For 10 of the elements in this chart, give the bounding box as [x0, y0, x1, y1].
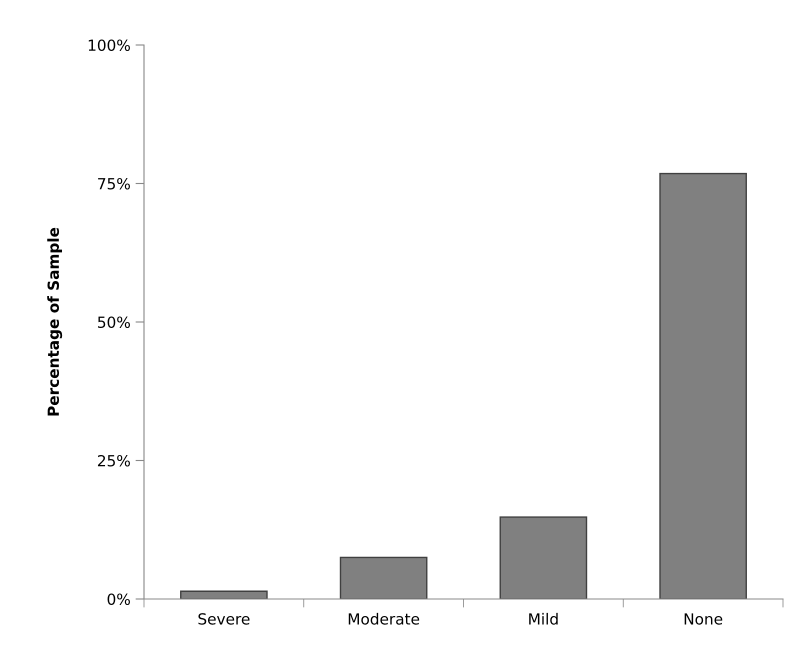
x-tick-label: Moderate: [348, 612, 420, 625]
y-axis-title: Percentage of Sample: [47, 228, 62, 416]
y-tick-label: 100%: [88, 39, 130, 52]
y-tick-label: 50%: [98, 316, 130, 328]
y-tick-label: 25%: [98, 454, 130, 467]
x-tick-label: Mild: [529, 612, 558, 625]
x-tick-label: None: [684, 613, 722, 625]
y-tick-label: 75%: [98, 178, 130, 190]
x-tick-label: Severe: [198, 613, 250, 625]
y-tick-label: 0%: [108, 593, 130, 606]
